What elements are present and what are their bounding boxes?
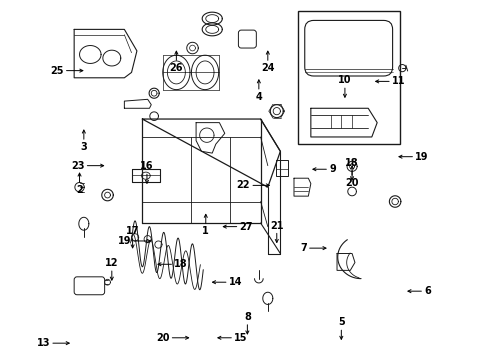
Text: 15: 15 [234, 333, 247, 343]
Text: 5: 5 [337, 318, 344, 327]
Text: 13: 13 [37, 338, 50, 348]
Text: 18: 18 [174, 259, 187, 269]
Text: 3: 3 [81, 142, 87, 152]
Text: 9: 9 [328, 164, 335, 174]
Text: 24: 24 [261, 63, 274, 73]
Text: 14: 14 [228, 277, 242, 287]
Bar [298, 12, 400, 144]
Text: 8: 8 [244, 312, 250, 322]
Bar [276, 160, 287, 176]
Text: 20: 20 [156, 333, 169, 343]
Text: 21: 21 [269, 221, 283, 230]
Text: 7: 7 [300, 243, 306, 253]
Text: 20: 20 [345, 178, 358, 188]
Text: 25: 25 [50, 66, 63, 76]
Text: 19: 19 [118, 236, 131, 246]
Text: 4: 4 [255, 92, 262, 102]
Text: 1: 1 [202, 226, 209, 236]
Text: 12: 12 [105, 258, 118, 268]
Text: 6: 6 [423, 286, 430, 296]
Text: 2: 2 [76, 185, 83, 195]
Text: 22: 22 [236, 180, 250, 190]
Text: 19: 19 [414, 152, 428, 162]
Text: 17: 17 [125, 226, 139, 236]
Text: 27: 27 [239, 222, 252, 231]
Text: 11: 11 [391, 76, 405, 86]
Text: 23: 23 [71, 161, 84, 171]
Text: 16: 16 [140, 161, 153, 171]
Text: 10: 10 [338, 75, 351, 85]
Text: 18: 18 [345, 158, 358, 168]
Text: 26: 26 [169, 63, 183, 73]
